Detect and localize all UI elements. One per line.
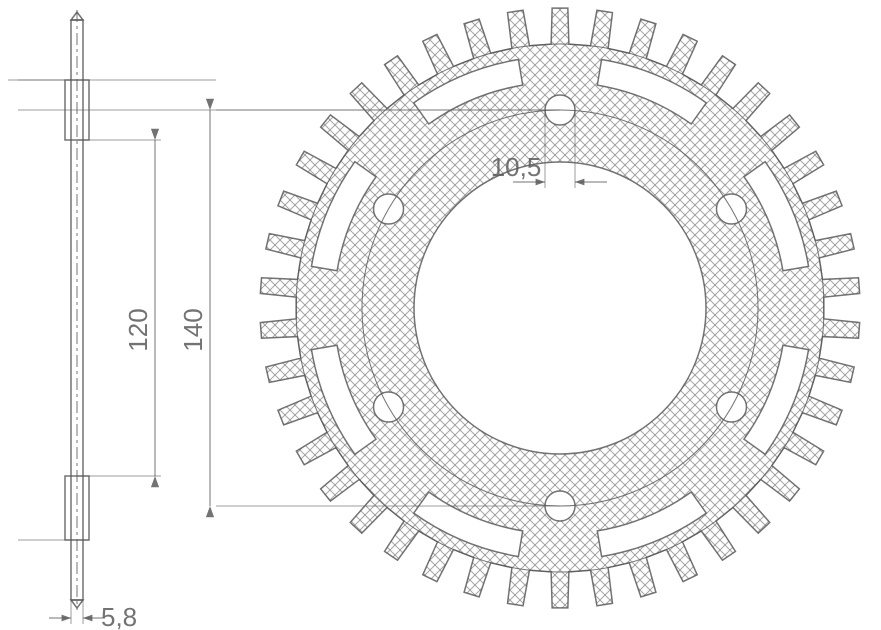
sprocket-body: [260, 8, 859, 608]
dim-bolt-value: 10,5: [491, 152, 542, 182]
dim-bore-value: 120: [123, 308, 153, 351]
dim-thickness-value: 5,8: [101, 602, 137, 630]
side-hub-bot: [65, 476, 89, 540]
drawing-canvas: 5,8 120 140 10,5: [0, 0, 881, 630]
dim-bcd-value: 140: [178, 308, 208, 351]
sprocket-bore-circle: [414, 162, 706, 454]
